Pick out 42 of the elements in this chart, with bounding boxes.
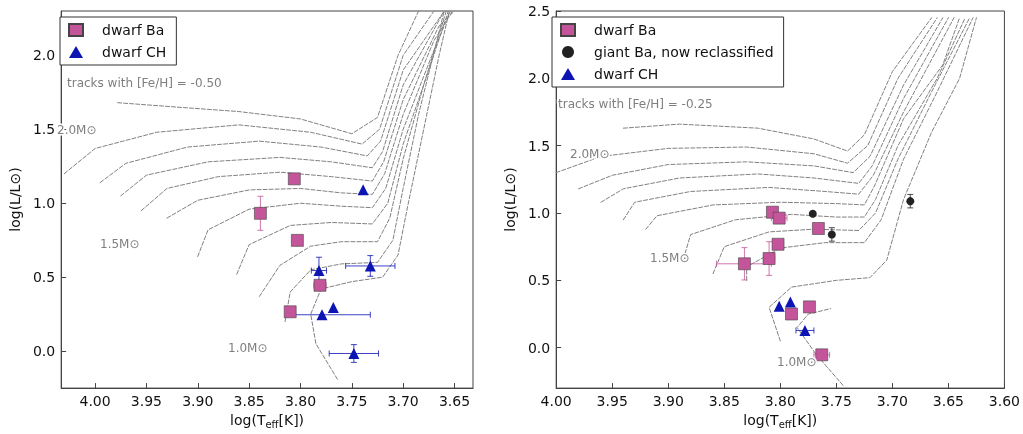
x-tick-label: 3.75 [820, 393, 852, 410]
x-tick-label: 3.85 [233, 393, 265, 410]
legend-label: dwarf CH [102, 44, 167, 60]
annotation: 1.0M⊙ [228, 341, 268, 355]
legend-label: dwarf Ba [594, 22, 657, 38]
y-tick-label: 0.0 [527, 339, 551, 356]
annotation: tracks with [Fe/H] = -0.25 [558, 97, 713, 111]
y-tick-label: 2.0 [527, 70, 551, 87]
x-tick-label: 3.65 [932, 393, 964, 410]
y-axis-title: log(L/L⊙) [7, 167, 23, 232]
x-tick-label: 3.60 [988, 393, 1020, 410]
legend-label: giant Ba, now reclassified [594, 44, 774, 60]
y-tick-label: 2.0 [32, 47, 56, 64]
y-tick-label: 2.5 [527, 3, 551, 19]
x-tick-label: 3.65 [438, 393, 471, 410]
x-tick-label: 3.70 [387, 393, 419, 410]
legend-label: dwarf CH [594, 66, 659, 82]
annotation: 1.5M⊙ [100, 237, 140, 251]
y-tick-label: 1.5 [527, 137, 551, 154]
x-tick-label: 4.00 [79, 393, 111, 410]
y-axis-title: log(L/L⊙) [502, 167, 518, 232]
legend-label: dwarf Ba [102, 22, 165, 38]
annotation: 1.0M⊙ [777, 355, 817, 369]
x-tick-label: 3.95 [596, 393, 628, 410]
x-tick-label: 4.00 [540, 393, 572, 410]
y-tick-label: 1.0 [32, 195, 56, 212]
x-tick-label: 3.90 [182, 393, 214, 410]
y-tick-label: 1.5 [32, 121, 56, 138]
x-tick-label: 3.70 [876, 393, 908, 410]
y-tick-label: 0.0 [32, 343, 56, 360]
x-tick-label: 3.75 [336, 393, 368, 410]
x-tick-label: 3.95 [130, 393, 162, 410]
y-tick-label: 1.0 [527, 205, 551, 222]
x-tick-label: 3.80 [764, 393, 796, 410]
annotation: 1.5M⊙ [650, 251, 690, 265]
y-tick-label: 0.5 [527, 272, 551, 289]
x-tick-label: 3.90 [652, 393, 684, 410]
x-tick-label: 3.85 [708, 393, 740, 410]
x-tick-label: 3.80 [284, 393, 317, 410]
y-tick-label: 0.5 [32, 269, 56, 286]
annotation: 2.0M⊙ [570, 147, 610, 161]
annotation: tracks with [Fe/H] = -0.50 [67, 76, 222, 90]
